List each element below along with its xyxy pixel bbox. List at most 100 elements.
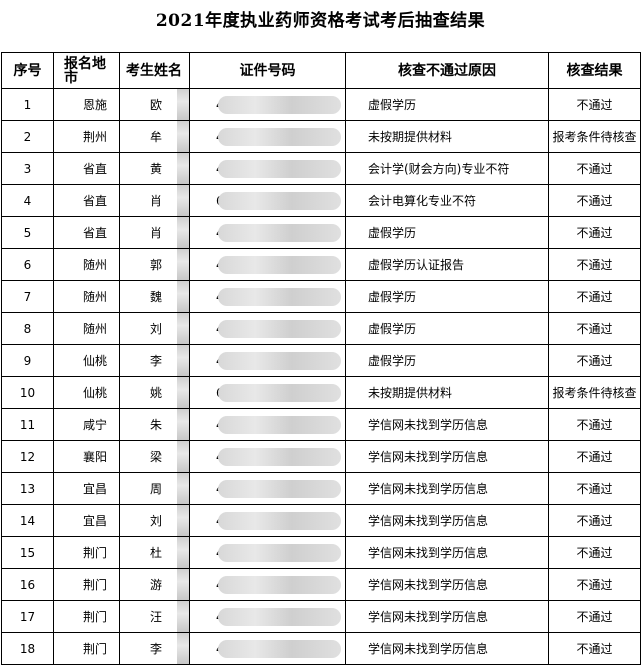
header-city: 报名地市 — [53, 52, 120, 89]
redaction-blur — [218, 224, 341, 242]
row-number: 17 — [1, 600, 54, 633]
redaction-blur — [177, 505, 189, 536]
redaction-blur — [177, 569, 189, 600]
row-reason: 学信网未找到学历信息 — [345, 568, 549, 601]
row-result: 不通过 — [548, 504, 641, 537]
row-city: 荆门 — [53, 600, 120, 633]
row-name-text: 牟 — [150, 129, 163, 144]
row-name: 游 — [119, 568, 190, 601]
row-id: 4 — [189, 408, 346, 441]
header-no: 序号 — [1, 52, 54, 89]
row-reason: 学信网未找到学历信息 — [345, 536, 549, 569]
header-reason: 核查不通过原因 — [345, 52, 549, 89]
table-row: 9仙桃 李 4虚假学历不通过 — [1, 344, 641, 377]
row-reason: 学信网未找到学历信息 — [345, 504, 549, 537]
row-number: 14 — [1, 504, 54, 537]
row-id: 4 — [189, 504, 346, 537]
redaction-blur — [218, 640, 341, 658]
row-name-text: 游 — [150, 577, 163, 592]
row-id: 4 — [189, 152, 346, 185]
row-name: 杜 — [119, 536, 190, 569]
redaction-blur — [177, 377, 189, 408]
row-number: 15 — [1, 536, 54, 569]
redaction-blur — [177, 409, 189, 440]
row-number: 8 — [1, 312, 54, 345]
row-name-text: 黄 — [150, 161, 163, 176]
row-name-text: 欧 — [150, 97, 163, 112]
table-row: 1恩施 欧 4虚假学历不通过 — [1, 88, 641, 121]
redaction-blur — [177, 633, 189, 664]
redaction-blur — [177, 185, 189, 216]
row-result: 不通过 — [548, 440, 641, 473]
row-name-text: 朱 — [150, 417, 163, 432]
row-number: 6 — [1, 248, 54, 281]
row-reason: 学信网未找到学历信息 — [345, 472, 549, 505]
row-result: 不通过 — [548, 472, 641, 505]
row-city: 襄阳 — [53, 440, 120, 473]
row-reason: 会计学(财会方向)专业不符 — [345, 152, 549, 185]
results-table: 序号 报名地市 考生姓名 证件号码 核查不通过原因 核查结果 1恩施欧4虚假学历… — [1, 52, 641, 665]
row-reason: 虚假学历认证报告 — [345, 248, 549, 281]
row-number: 11 — [1, 408, 54, 441]
row-name-text: 李 — [150, 641, 163, 656]
redaction-blur — [177, 313, 189, 344]
redaction-blur — [218, 384, 341, 402]
table-row: 8随州 刘 4虚假学历不通过 — [1, 312, 641, 345]
table-row: 7随州 魏 4虚假学历不通过 — [1, 280, 641, 313]
table-row: 2荆州 牟 4未按期提供材料报考条件待核查 — [1, 120, 641, 153]
row-name-text: 周 — [150, 481, 163, 496]
row-id: 4 — [189, 344, 346, 377]
row-id: 6 — [189, 184, 346, 217]
redaction-blur — [218, 608, 341, 626]
row-city: 随州 — [53, 312, 120, 345]
row-name-text: 肖 — [150, 193, 163, 208]
row-id: 4 — [189, 600, 346, 633]
row-name-text: 肖 — [150, 225, 163, 240]
table-row: 5省直 肖 4虚假学历不通过 — [1, 216, 641, 249]
redaction-blur — [177, 217, 189, 248]
row-name: 汪 — [119, 600, 190, 633]
row-number: 5 — [1, 216, 54, 249]
row-city: 荆门 — [53, 568, 120, 601]
row-name: 魏 — [119, 280, 190, 313]
row-city: 荆州 — [53, 120, 120, 153]
row-result: 不通过 — [548, 248, 641, 281]
row-result: 不通过 — [548, 152, 641, 185]
row-id: 6 — [189, 376, 346, 409]
header-id: 证件号码 — [189, 52, 346, 89]
row-name: 肖 — [119, 216, 190, 249]
row-id: 4 — [189, 440, 346, 473]
row-reason: 学信网未找到学历信息 — [345, 600, 549, 633]
row-city: 宜昌 — [53, 472, 120, 505]
redaction-blur — [177, 473, 189, 504]
row-reason: 未按期提供材料 — [345, 120, 549, 153]
row-name-text: 李 — [150, 353, 163, 368]
redaction-blur — [218, 192, 341, 210]
row-id: 4 — [189, 536, 346, 569]
row-name: 黄 — [119, 152, 190, 185]
header-name: 考生姓名 — [119, 52, 190, 89]
row-name-text: 刘 — [150, 321, 163, 336]
row-city: 随州 — [53, 248, 120, 281]
row-city: 随州 — [53, 280, 120, 313]
row-number: 12 — [1, 440, 54, 473]
row-name-text: 魏 — [150, 289, 163, 304]
redaction-blur — [218, 544, 341, 562]
row-name-text: 杜 — [150, 545, 163, 560]
row-number: 3 — [1, 152, 54, 185]
row-number: 7 — [1, 280, 54, 313]
redaction-blur — [177, 537, 189, 568]
row-reason: 虚假学历 — [345, 344, 549, 377]
row-result: 不通过 — [548, 312, 641, 345]
row-id: 4 — [189, 280, 346, 313]
redaction-blur — [177, 281, 189, 312]
row-number: 9 — [1, 344, 54, 377]
redaction-blur — [218, 576, 341, 594]
redaction-blur — [177, 345, 189, 376]
